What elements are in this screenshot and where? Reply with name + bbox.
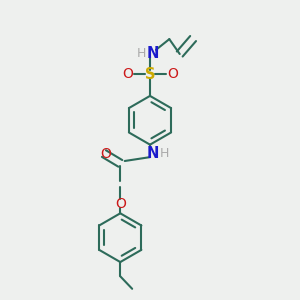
Text: N: N [147, 46, 159, 61]
Text: O: O [100, 147, 111, 160]
Text: O: O [115, 196, 126, 211]
Text: S: S [145, 67, 155, 82]
Text: H: H [136, 47, 146, 60]
Text: O: O [122, 67, 133, 81]
Text: H: H [160, 147, 170, 160]
Text: O: O [167, 67, 178, 81]
Text: N: N [147, 146, 159, 161]
